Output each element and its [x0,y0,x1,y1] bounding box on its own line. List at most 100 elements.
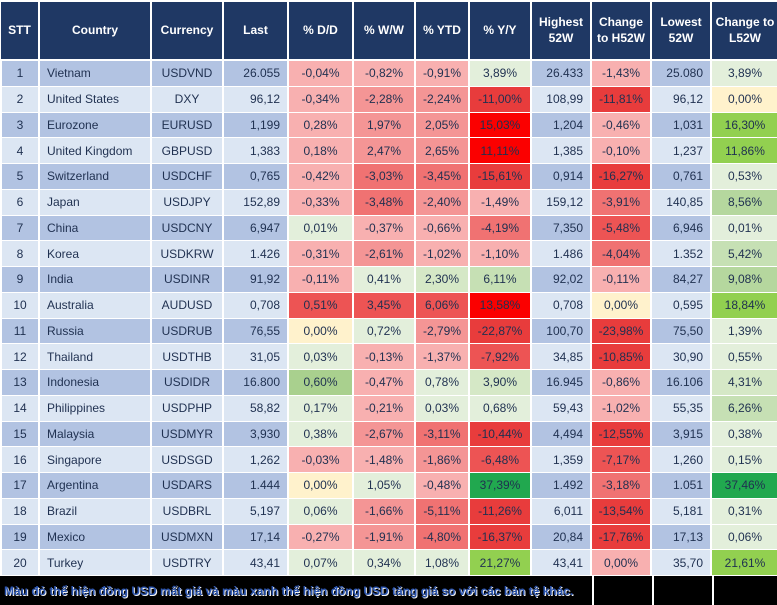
cell-stt: 8 [0,240,40,267]
cell-yy: -11,00% [469,86,532,113]
cell-country: Malaysia [39,421,152,448]
cell-last: 5,197 [223,498,289,525]
cell-chg_h52: -3,91% [591,189,652,216]
cell-chg_l52: 6,26% [711,395,777,422]
cell-ytd: -2,40% [415,189,470,216]
cell-chg_l52: 18,84% [711,292,777,319]
cell-country: China [39,215,152,242]
cell-dd: -0,27% [288,524,354,551]
cell-last: 43,41 [223,549,289,576]
cell-high52: 1.486 [531,240,592,267]
cell-ww: -0,37% [353,215,416,242]
cell-last: 91,92 [223,266,289,293]
cell-chg_h52: -10,85% [591,343,652,370]
cell-high52: 34,85 [531,343,592,370]
table-body: 1 Vietnam USDVND 26.055 -0,04% -0,82% -0,91% 3,… [0,60,777,576]
cell-ytd: -2,24% [415,86,470,113]
cell-chg_l52: 5,42% [711,240,777,267]
col-header-yy: % Y/Y [468,0,532,61]
cell-stt: 12 [0,343,40,370]
cell-chg_h52: -1,02% [591,395,652,422]
cell-country: Korea [39,240,152,267]
cell-ww: -1,48% [353,446,416,473]
cell-yy: -10,44% [469,421,532,448]
cell-ytd: -1,02% [415,240,470,267]
cell-low52: 3,915 [651,421,712,448]
cell-dd: 0,18% [288,137,354,164]
cell-high52: 6,011 [531,498,592,525]
cell-low52: 35,70 [651,549,712,576]
cell-ytd: 0,78% [415,369,470,396]
cell-dd: 0,60% [288,369,354,396]
cell-high52: 0,708 [531,292,592,319]
cell-currency: USDCNY [151,215,224,242]
cell-stt: 20 [0,549,40,576]
cell-currency: EURUSD [151,112,224,139]
cell-low52: 84,27 [651,266,712,293]
cell-dd: -0,03% [288,446,354,473]
cell-currency: USDIDR [151,369,224,396]
cell-country: Australia [39,292,152,319]
col-header-ww: % W/W [352,0,416,61]
cell-stt: 1 [0,60,40,87]
cell-dd: -0,34% [288,86,354,113]
cell-high52: 1,204 [531,112,592,139]
cell-yy: -6,48% [469,446,532,473]
cell-dd: -0,42% [288,163,354,190]
cell-stt: 5 [0,163,40,190]
cell-chg_h52: -0,46% [591,112,652,139]
table-row: 16 Singapore USDSGD 1,262 -0,03% -1,48% -1,86%… [0,446,777,473]
cell-dd: 0,28% [288,112,354,139]
cell-chg_h52: -3,18% [591,472,652,499]
cell-stt: 16 [0,446,40,473]
cell-yy: -1,49% [469,189,532,216]
cell-ytd: -0,48% [415,472,470,499]
cell-ww: -3,03% [353,163,416,190]
table-row: 19 Mexico USDMXN 17,14 -0,27% -1,91% -4,80% -16… [0,524,777,551]
cell-dd: 0,51% [288,292,354,319]
cell-yy: 3,90% [469,369,532,396]
cell-ww: -0,21% [353,395,416,422]
table-row: 11 Russia USDRUB 76,55 0,00% 0,72% -2,79% -22,8… [0,318,777,345]
cell-chg_l52: 0,55% [711,343,777,370]
cell-stt: 11 [0,318,40,345]
cell-ww: 3,45% [353,292,416,319]
cell-high52: 4,494 [531,421,592,448]
cell-currency: AUDUSD [151,292,224,319]
cell-dd: 0,03% [288,343,354,370]
cell-low52: 5,181 [651,498,712,525]
cell-yy: -15,61% [469,163,532,190]
cell-chg_l52: 0,01% [711,215,777,242]
cell-dd: 0,17% [288,395,354,422]
cell-last: 3,930 [223,421,289,448]
cell-last: 1,383 [223,137,289,164]
col-header-chg_h52: Change to H52W [590,0,652,61]
cell-high52: 159,12 [531,189,592,216]
cell-yy: -11,26% [469,498,532,525]
cell-last: 0,765 [223,163,289,190]
cell-ytd: -4,80% [415,524,470,551]
table-row: 10 Australia AUDUSD 0,708 0,51% 3,45% 6,06% 13,… [0,292,777,319]
cell-last: 0,708 [223,292,289,319]
cell-country: Japan [39,189,152,216]
cell-ytd: 0,03% [415,395,470,422]
cell-stt: 10 [0,292,40,319]
cell-currency: USDTHB [151,343,224,370]
cell-yy: 21,27% [469,549,532,576]
cell-chg_l52: 0,31% [711,498,777,525]
cell-chg_l52: 8,56% [711,189,777,216]
table-row: 4 United Kingdom GBPUSD 1,383 0,18% 2,47% 2,65… [0,137,777,164]
cell-high52: 100,70 [531,318,592,345]
cell-ww: 0,72% [353,318,416,345]
footer-bar: Màu đỏ thể hiện đồng USD mất giá và màu … [0,576,777,605]
table-row: 18 Brazil USDBRL 5,197 0,06% -1,66% -5,11% -11,… [0,498,777,525]
cell-low52: 55,35 [651,395,712,422]
cell-currency: USDRUB [151,318,224,345]
cell-chg_h52: -5,48% [591,215,652,242]
cell-ww: -0,13% [353,343,416,370]
cell-currency: USDBRL [151,498,224,525]
table-row: 14 Philippines USDPHP 58,82 0,17% -0,21% 0,03%… [0,395,777,422]
cell-ytd: 6,06% [415,292,470,319]
cell-currency: USDSGD [151,446,224,473]
table-row: 7 China USDCNY 6,947 0,01% -0,37% -0,66% -4,19%… [0,215,777,242]
